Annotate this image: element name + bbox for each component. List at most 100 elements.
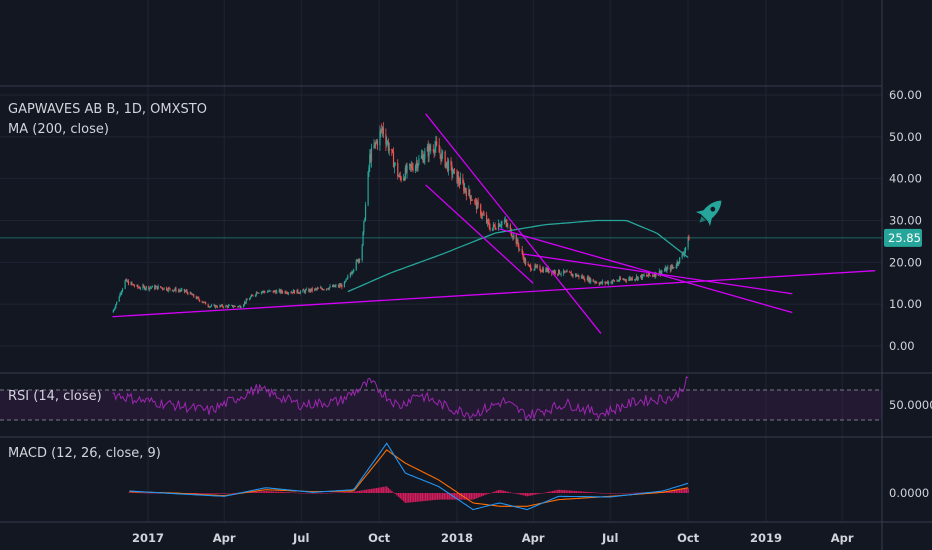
- candle-body: [364, 205, 367, 220]
- candle-body: [504, 220, 506, 222]
- macd-histogram-bar: [138, 492, 141, 494]
- candle-body: [256, 292, 258, 294]
- macd-histogram-bar: [551, 490, 554, 493]
- candle-body: [654, 272, 656, 277]
- candle-body: [629, 277, 632, 280]
- candle-body: [340, 284, 342, 287]
- candle-body: [611, 281, 613, 284]
- macd-histogram-bar: [458, 493, 461, 500]
- macd-histogram-bar: [208, 493, 210, 494]
- macd-histogram-bar: [194, 493, 197, 494]
- candle-body: [664, 267, 666, 271]
- candle-body: [515, 234, 517, 244]
- macd-pane: [128, 442, 689, 511]
- macd-histogram-bar: [396, 493, 398, 496]
- candle-body: [569, 272, 572, 274]
- macd-histogram-bar: [584, 491, 586, 493]
- candle-body: [362, 231, 364, 246]
- price-axis-tick: 0.00: [889, 339, 915, 353]
- candle-body: [406, 165, 408, 173]
- macd-histogram-bar: [440, 493, 442, 500]
- macd-histogram-bar: [325, 493, 327, 494]
- macd-line: [129, 442, 689, 511]
- macd-histogram-bar: [294, 492, 297, 494]
- candle-body: [635, 276, 638, 279]
- macd-histogram-bar: [606, 493, 608, 494]
- macd-histogram-bar: [502, 490, 505, 493]
- candle-body: [518, 245, 520, 250]
- macd-histogram-bar: [487, 493, 490, 494]
- trendline: [425, 184, 534, 284]
- candle-body: [184, 291, 186, 293]
- candle-body: [583, 276, 585, 280]
- candle-body: [417, 164, 419, 169]
- candle-body: [392, 152, 395, 168]
- candle-body: [435, 141, 437, 147]
- macd-histogram-bar: [624, 493, 627, 494]
- macd-histogram-bar: [472, 493, 474, 500]
- candle-body: [344, 281, 346, 282]
- macd-histogram-bar: [680, 489, 683, 493]
- macd-histogram-bar: [421, 493, 423, 502]
- candle-body: [291, 292, 293, 293]
- macd-histogram-bar: [575, 491, 578, 493]
- candle-body: [409, 163, 412, 167]
- candle-body: [329, 285, 331, 288]
- candle-body: [523, 256, 525, 262]
- candle-body: [187, 292, 189, 295]
- candle-body: [423, 158, 425, 163]
- macd-histogram-bar: [286, 492, 288, 493]
- candle-body: [233, 305, 235, 307]
- candle-body: [677, 261, 679, 264]
- candle-body: [232, 306, 235, 308]
- macd-histogram-bar: [638, 492, 640, 494]
- rsi-axis-tick: 50.0000: [889, 398, 932, 412]
- macd-histogram-bar: [270, 491, 273, 493]
- candle-body: [382, 127, 384, 135]
- candle-body: [374, 142, 376, 146]
- macd-histogram-bar: [343, 492, 346, 493]
- macd-histogram-bar: [262, 491, 264, 493]
- trendline: [425, 113, 602, 334]
- macd-histogram-bar: [230, 493, 232, 494]
- candle-body: [119, 293, 121, 297]
- macd-histogram-bar: [203, 493, 205, 494]
- macd-histogram-bar: [614, 493, 617, 494]
- macd-histogram-bar: [553, 490, 556, 493]
- macd-histogram-bar: [685, 488, 688, 493]
- macd-histogram-bar: [264, 491, 266, 493]
- candle-body: [494, 225, 496, 229]
- candle-body: [239, 305, 241, 308]
- candle-body: [175, 288, 177, 292]
- candle-body: [669, 267, 671, 271]
- macd-histogram-bar: [621, 493, 623, 494]
- candle-body: [115, 304, 117, 308]
- candle-body: [261, 291, 263, 293]
- candle-body: [630, 277, 632, 280]
- candle-body: [163, 287, 165, 290]
- candle-body: [624, 279, 626, 281]
- candle-body: [505, 220, 507, 224]
- candle-body: [130, 282, 132, 285]
- macd-histogram-bar: [358, 490, 361, 493]
- time-axis-tick: 2019: [750, 531, 782, 545]
- candle-body: [408, 163, 411, 166]
- candle-body: [355, 260, 357, 270]
- macd-histogram-bar: [132, 492, 134, 493]
- macd-histogram-bar: [582, 491, 584, 493]
- candle-body: [566, 271, 568, 273]
- macd-histogram-bar: [253, 491, 256, 493]
- candle-body: [509, 225, 511, 229]
- macd-histogram-bar: [150, 492, 153, 494]
- time-axis-tick: 2018: [441, 531, 473, 545]
- candle-body: [166, 287, 168, 291]
- candle-body: [315, 288, 317, 290]
- candle-body: [530, 269, 533, 271]
- candle-body: [625, 280, 627, 282]
- candle-body: [255, 292, 257, 295]
- candle-body: [335, 285, 337, 287]
- candle-body: [542, 268, 544, 273]
- macd-histogram-bar: [316, 493, 319, 494]
- candle-body: [368, 167, 370, 173]
